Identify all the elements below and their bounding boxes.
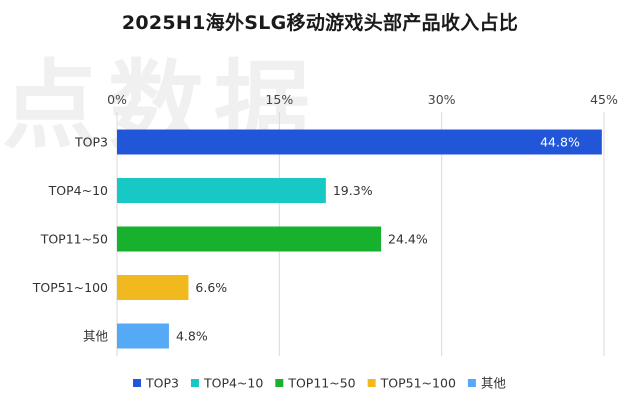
category-label: 其他 bbox=[83, 329, 109, 344]
legend-swatch bbox=[190, 379, 199, 387]
x-tick-label: 0% bbox=[107, 92, 127, 107]
legend-swatch bbox=[367, 379, 376, 387]
legend-swatch bbox=[133, 379, 141, 387]
category-label: TOP3 bbox=[74, 135, 108, 150]
x-axis-ticks: 0% 15% 30% 45% bbox=[107, 92, 618, 107]
legend: TOP3 TOP4~10 TOP11~50 TOP51~100 其他 bbox=[133, 376, 506, 391]
legend-label: TOP4~10 bbox=[203, 376, 263, 391]
legend-label: TOP3 bbox=[145, 376, 179, 391]
chart-title: 2025H1海外SLG移动游戏头部产品收入占比 bbox=[121, 12, 519, 34]
data-label: 44.8% bbox=[540, 135, 580, 150]
data-label: 4.8% bbox=[176, 329, 208, 344]
bar bbox=[117, 275, 189, 300]
bars: TOP3 44.8% TOP4~10 19.3% TOP11~50 24.4% TOP51~… bbox=[32, 129, 602, 349]
legend-label: TOP51~100 bbox=[380, 376, 456, 391]
legend-swatch bbox=[467, 379, 476, 387]
x-tick-label: 45% bbox=[590, 92, 618, 107]
bar bbox=[117, 129, 602, 155]
category-label: TOP4~10 bbox=[48, 183, 108, 198]
data-label: 19.3% bbox=[333, 183, 373, 198]
bar bbox=[117, 323, 169, 349]
bar bbox=[117, 226, 382, 252]
data-label: 6.6% bbox=[195, 280, 227, 295]
x-tick-label: 15% bbox=[265, 92, 293, 107]
category-label: TOP51~100 bbox=[32, 280, 108, 295]
legend-label: TOP11~50 bbox=[287, 376, 355, 391]
category-label: TOP11~50 bbox=[40, 232, 108, 247]
legend-label: 其他 bbox=[481, 376, 507, 391]
bar bbox=[117, 178, 326, 203]
x-tick-label: 30% bbox=[428, 92, 456, 107]
legend-swatch bbox=[275, 379, 284, 387]
data-label: 24.4% bbox=[388, 232, 428, 247]
